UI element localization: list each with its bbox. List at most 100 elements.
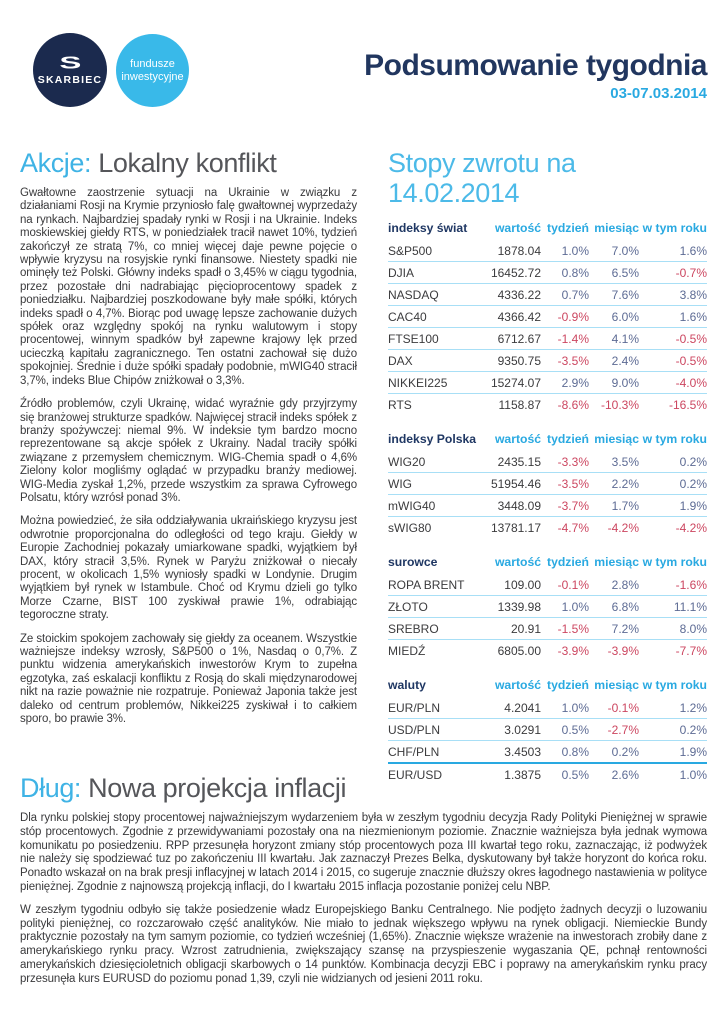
akcje-title-prefix: Akcje:	[20, 148, 92, 178]
percent-cell: 1.2%	[679, 700, 707, 715]
percent-cell: -16.5%	[668, 397, 707, 412]
akcje-title-text: Lokalny konflikt	[98, 148, 277, 178]
value-cell: 4.2041	[504, 700, 541, 715]
percent-cell: -0.9%	[557, 309, 589, 324]
percent-cell: 7.2%	[611, 621, 639, 636]
value-cell: 6805.00	[497, 643, 541, 658]
value-cell: 1.3875	[504, 767, 541, 782]
date-range: 03-07.03.2014	[610, 85, 707, 102]
table-row: FTSE100 6712.67 -1.4% 4.1% -0.5%	[388, 328, 707, 350]
percent-cell: -3.5%	[557, 476, 589, 491]
value-cell: 4366.42	[497, 309, 541, 324]
percent-cell: 3.5%	[611, 454, 639, 469]
table-header-row: indeksy świat wartość tydzień miesiąc w tym …	[388, 216, 707, 240]
instrument-name: sWIG80	[388, 520, 432, 535]
column-header: tydzień	[547, 221, 589, 235]
value-cell: 13781.17	[490, 520, 541, 535]
dlug-section: Dług: Nowa projekcja inflacji Dla rynku …	[20, 773, 707, 996]
percent-cell: 1.0%	[561, 700, 589, 715]
instrument-name: NIKKEI225	[388, 375, 448, 390]
percent-cell: 2.9%	[561, 375, 589, 390]
percent-cell: 1.7%	[611, 498, 639, 513]
column-header: w tym roku	[642, 221, 707, 235]
table-row: EUR/USD 1.3875 0.5% 2.6% 1.0%	[388, 764, 707, 785]
value-cell: 2435.15	[497, 454, 541, 469]
table-section-label: surowce	[388, 555, 438, 569]
instrument-name: EUR/USD	[388, 767, 443, 782]
value-cell: 51954.46	[490, 476, 541, 491]
dlug-section-title: Dług: Nowa projekcja inflacji	[20, 773, 707, 803]
value-cell: 4336.22	[497, 287, 541, 302]
value-cell: 20.91	[510, 621, 541, 636]
percent-cell: -0.7%	[675, 265, 707, 280]
percent-cell: -7.7%	[675, 643, 707, 658]
column-header: wartość	[494, 678, 541, 692]
instrument-name: DJIA	[388, 265, 415, 280]
stopy-zwrotu-section: Stopy zwrotu na 14.02.2014 indeksy świat…	[388, 148, 707, 797]
percent-cell: 0.2%	[679, 722, 707, 737]
instrument-name: ZŁOTO	[388, 599, 428, 614]
percent-cell: 6.8%	[611, 599, 639, 614]
percent-cell: -4.2%	[607, 520, 639, 535]
paragraph: Ze stoickim spokojem zachowały się giełd…	[20, 632, 357, 726]
percent-cell: 0.8%	[561, 744, 589, 759]
returns-table: waluty wartość tydzień miesiąc w tym roku EUR…	[388, 673, 707, 785]
skarbiec-brand-text: SKARBIEC	[37, 73, 103, 86]
instrument-name: WIG20	[388, 454, 426, 469]
value-cell: 3448.09	[497, 498, 541, 513]
akcje-paragraphs: Gwałtowne zaostrzenie sytuacji na Ukrain…	[20, 187, 357, 726]
value-cell: 1878.04	[497, 243, 541, 258]
percent-cell: -4.7%	[557, 520, 589, 535]
percent-cell: 2.8%	[611, 577, 639, 592]
table-row: NASDAQ 4336.22 0.7% 7.6% 3.8%	[388, 284, 707, 306]
table-row: sWIG80 13781.17 -4.7% -4.2% -4.2%	[388, 517, 707, 538]
instrument-name: NASDAQ	[388, 287, 439, 302]
column-header: miesiąc	[594, 221, 639, 235]
percent-cell: 1.9%	[679, 744, 707, 759]
value-cell: 9350.75	[497, 353, 541, 368]
value-cell: 15274.07	[490, 375, 541, 390]
percent-cell: -4.0%	[675, 375, 707, 390]
table-header-row: indeksy Polska wartość tydzień miesiąc w tym…	[388, 427, 707, 451]
percent-cell: 8.0%	[679, 621, 707, 636]
table-row: mWIG40 3448.09 -3.7% 1.7% 1.9%	[388, 495, 707, 517]
table-row: DAX 9350.75 -3.5% 2.4% -0.5%	[388, 350, 707, 372]
table-row: MIEDŹ 6805.00 -3.9% -3.9% -7.7%	[388, 640, 707, 661]
percent-cell: -2.7%	[607, 722, 639, 737]
paragraph: Można powiedzieć, że siła oddziaływania …	[20, 515, 357, 622]
value-cell: 16452.72	[490, 265, 541, 280]
returns-table: indeksy świat wartość tydzień miesiąc w tym …	[388, 216, 707, 415]
table-row: NIKKEI225 15274.07 2.9% 9.0% -4.0%	[388, 372, 707, 394]
instrument-name: ROPA BRENT	[388, 577, 465, 592]
paragraph: Dla rynku polskiej stopy procentowej naj…	[20, 812, 707, 893]
table-row: ZŁOTO 1339.98 1.0% 6.8% 11.1%	[388, 596, 707, 618]
column-header: tydzień	[547, 678, 589, 692]
column-header: miesiąc	[594, 678, 639, 692]
percent-cell: 0.5%	[561, 767, 589, 782]
percent-cell: -3.3%	[557, 454, 589, 469]
percent-cell: 0.7%	[561, 287, 589, 302]
paragraph: Źródło problemów, czyli Ukrainę, widać w…	[20, 398, 357, 504]
percent-cell: 2.6%	[611, 767, 639, 782]
percent-cell: 1.0%	[561, 599, 589, 614]
value-cell: 6712.67	[497, 331, 541, 346]
instrument-name: S&P500	[388, 243, 433, 258]
table-section-label: waluty	[388, 678, 426, 692]
table-header-row: surowce wartość tydzień miesiąc w tym roku	[388, 550, 707, 574]
percent-cell: 1.0%	[679, 767, 707, 782]
percent-cell: 3.8%	[679, 287, 707, 302]
skarbiec-logo: S SKARBIEC	[33, 33, 107, 107]
percent-cell: 1.6%	[679, 243, 707, 258]
page-title: Podsumowanie tygodnia	[364, 49, 707, 82]
column-header: w tym roku	[642, 555, 707, 569]
percent-cell: -3.9%	[607, 643, 639, 658]
column-header: wartość	[494, 221, 541, 235]
percent-cell: 7.0%	[611, 243, 639, 258]
column-header: miesiąc	[594, 555, 639, 569]
instrument-name: USD/PLN	[388, 722, 441, 737]
title-block: Podsumowanie tygodnia 03-07.03.2014	[364, 49, 707, 103]
percent-cell: 0.2%	[611, 744, 639, 759]
percent-cell: 6.5%	[611, 265, 639, 280]
akcje-section-title: Akcje: Lokalny konflikt	[20, 148, 357, 178]
